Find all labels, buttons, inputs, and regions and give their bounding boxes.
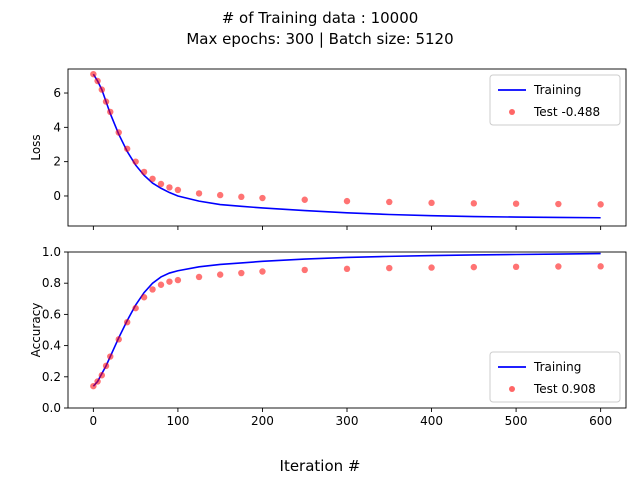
test-point (386, 264, 393, 272)
x-tick-label: 0 (90, 414, 98, 428)
test-point (301, 266, 308, 274)
test-point (166, 278, 173, 285)
test-point (195, 190, 203, 197)
test-point (216, 191, 224, 199)
x-tick-label: 300 (336, 414, 359, 428)
test-point (140, 294, 148, 301)
y-tick-label: 0 (53, 189, 61, 203)
x-tick-label: 600 (589, 414, 612, 428)
y-tick-label: 4 (53, 120, 61, 134)
test-point (216, 271, 224, 278)
test-point (238, 269, 245, 277)
suptitle-line-1: # of Training data : 10000 (222, 9, 419, 27)
legend-frame (489, 351, 621, 403)
test-point (512, 263, 520, 271)
y-tick-label: 0.2 (42, 370, 61, 384)
legend: Training Test 0.908 (489, 351, 621, 403)
plot-area (90, 70, 604, 219)
x-tick-label: 100 (166, 414, 189, 428)
test-point (123, 319, 131, 326)
legend-test-swatch (509, 109, 515, 115)
legend-label: Training (533, 83, 581, 97)
test-point (94, 378, 101, 385)
test-point (428, 199, 435, 207)
x-tick-label: 500 (505, 414, 528, 428)
y-tick-label: 0.0 (42, 401, 61, 415)
suptitle-line-2: Max epochs: 300 | Batch size: 5120 (186, 30, 453, 48)
legend-label: Test 0.908 (533, 382, 596, 396)
test-point (195, 273, 203, 281)
y-tick-label: 0.4 (42, 339, 61, 353)
test-point (238, 193, 245, 201)
test-point (94, 77, 101, 85)
test-point (115, 336, 122, 343)
x-tick-label: 200 (251, 414, 274, 428)
test-point (98, 372, 106, 379)
y-axis-label: Loss (29, 134, 43, 160)
test-point (132, 304, 139, 312)
test-point (107, 353, 114, 360)
test-point (102, 98, 110, 105)
test-point (140, 168, 148, 176)
y-tick-label: 0.6 (42, 307, 61, 321)
y-tick-label: 6 (53, 86, 61, 100)
legend-test-swatch (509, 386, 515, 392)
legend-label: Test -0.488 (533, 105, 600, 119)
test-point (555, 263, 562, 270)
test-point (343, 265, 351, 273)
test-point (107, 108, 114, 116)
test-point (555, 200, 562, 208)
test-point (259, 194, 266, 202)
test-point (132, 158, 139, 165)
test-point (98, 86, 106, 93)
y-tick-label: 0.8 (42, 276, 61, 290)
test-point (157, 281, 165, 288)
test-point (102, 362, 110, 370)
test-point (166, 184, 173, 191)
plot-area (90, 252, 604, 390)
test-point (123, 145, 131, 152)
test-point (90, 382, 97, 390)
test-point (174, 276, 182, 284)
test-point (149, 286, 156, 293)
test-point (90, 70, 97, 78)
test-point (428, 264, 435, 271)
loss-panel: 0 2 4 6 Loss Training Test -0.488 (29, 68, 627, 230)
test-point (470, 200, 478, 207)
test-point (301, 196, 308, 203)
test-point (157, 180, 165, 188)
test-point (149, 175, 156, 183)
x-tick-label: 400 (420, 414, 443, 428)
test-point (174, 186, 182, 194)
legend-frame (489, 74, 621, 126)
test-point (115, 129, 122, 136)
y-tick-label: 1.0 (42, 245, 61, 259)
x-axis-label: Iteration # (280, 457, 361, 475)
test-point (597, 201, 604, 208)
test-point (512, 200, 520, 207)
test-point (470, 263, 478, 271)
y-axis-label: Accuracy (29, 303, 43, 358)
legend-label: Training (533, 360, 581, 374)
legend: Training Test -0.488 (489, 74, 621, 126)
test-point (259, 268, 266, 275)
test-point (343, 197, 351, 205)
test-point (597, 263, 604, 270)
y-tick-label: 2 (53, 155, 61, 169)
accuracy-panel: 0 100 200 300 400 500 600 0.0 0.2 0.4 0.6 0.8 1.0 Acc… (29, 245, 627, 428)
test-point (386, 198, 393, 206)
